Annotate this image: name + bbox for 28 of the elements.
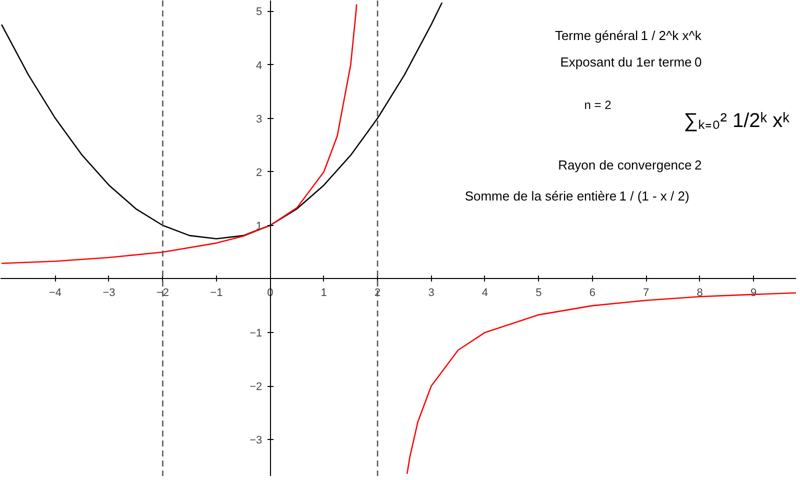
y-tick-label: 5 (256, 6, 262, 18)
x-tick-label: 8 (696, 286, 703, 299)
annotation: 2 (694, 157, 702, 172)
y-tick-label: −1 (250, 327, 262, 340)
x-tick-label: −1 (210, 286, 223, 299)
y-tick-label: 2 (256, 166, 262, 179)
annotation: n = 2 (584, 98, 612, 112)
annotation: Terme général (554, 28, 638, 43)
annotation: Rayon de convergence (558, 157, 692, 172)
annotation: 1 / (1 - x / 2) (619, 188, 690, 204)
y-tick-label: −3 (250, 434, 262, 447)
x-tick-label: 7 (643, 286, 650, 299)
line-series (0, 2, 443, 240)
y-tick-label: 4 (256, 60, 262, 72)
x-tick-label: 6 (589, 286, 596, 299)
x-tick-label: 4 (482, 286, 488, 299)
annotation: 0 (694, 54, 702, 70)
y-tick-label: 3 (256, 113, 262, 126)
annotation: 1 / 2^k x^k (640, 28, 702, 43)
x-tick-label: 1 (320, 286, 327, 299)
x-tick-label: −4 (49, 286, 62, 299)
annotation: Exposant du 1er terme (560, 54, 692, 70)
annotation: ∑ₖ₌₀² 1/2ᵏ xᵏ (684, 110, 790, 132)
y-tick-label: −2 (250, 381, 262, 394)
annotation: Somme de la série entière (464, 188, 617, 204)
x-tick-label: −3 (102, 286, 116, 299)
x-tick-label: 5 (536, 286, 542, 299)
x-tick-label: 3 (428, 286, 434, 299)
